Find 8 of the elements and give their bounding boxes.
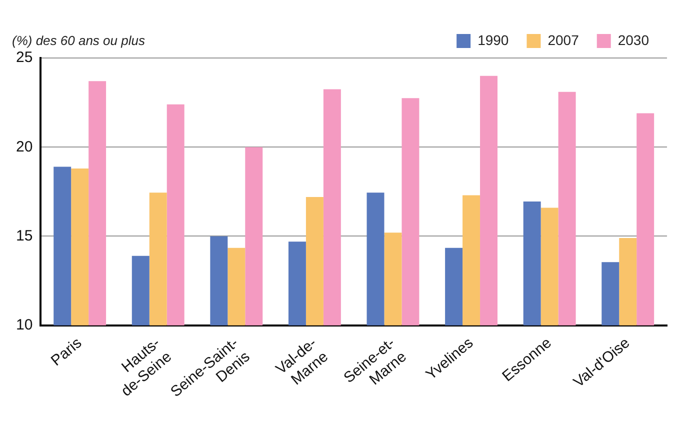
y-tick-label: 25 [16,49,33,66]
y-tick-label: 10 [16,316,33,334]
legend-label: 1990 [478,32,509,48]
y-tick-label: 15 [16,227,33,244]
legend-label: 2030 [618,32,650,48]
y-tick-label: 20 [16,138,33,156]
legend-label: 2007 [548,32,580,48]
y-axis-title: (%) des 60 ans ou plus [12,33,146,48]
